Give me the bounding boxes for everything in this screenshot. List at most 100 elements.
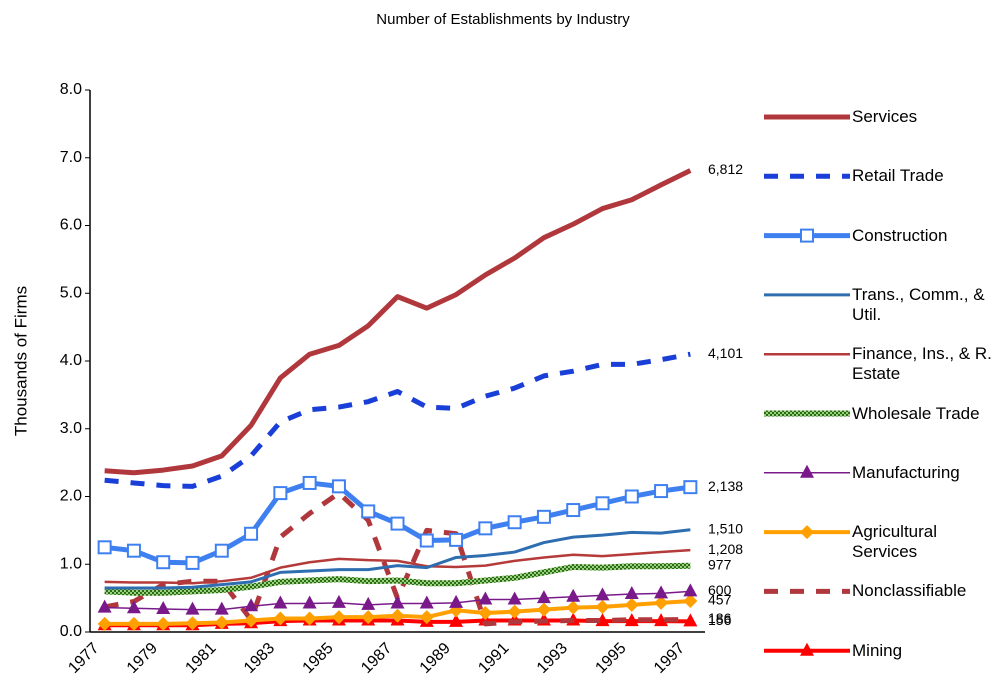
marker bbox=[507, 591, 522, 605]
line bbox=[104, 528, 691, 590]
line bbox=[104, 351, 691, 489]
marker bbox=[800, 464, 814, 478]
marker bbox=[478, 606, 493, 621]
legend-label: Mining bbox=[852, 640, 903, 660]
y-tick-label: 1.0 bbox=[60, 555, 82, 572]
marker bbox=[185, 616, 200, 631]
value-label: 977 bbox=[708, 557, 732, 573]
x-tick-label: 1997 bbox=[651, 640, 688, 677]
marker bbox=[507, 604, 522, 619]
legend-label: Retail Trade bbox=[852, 166, 944, 186]
value-label: 6,812 bbox=[708, 161, 743, 177]
marker bbox=[97, 540, 112, 555]
marker bbox=[449, 594, 464, 608]
value-label: 457 bbox=[708, 592, 732, 608]
marker bbox=[156, 555, 171, 570]
marker bbox=[419, 610, 434, 625]
marker bbox=[185, 601, 200, 615]
marker bbox=[97, 616, 112, 631]
marker bbox=[331, 594, 346, 608]
marker bbox=[361, 610, 376, 625]
line bbox=[104, 168, 692, 476]
marker bbox=[654, 585, 669, 599]
x-tick-label: 1989 bbox=[417, 640, 454, 677]
value-label: 600 bbox=[708, 582, 732, 598]
marker bbox=[624, 489, 639, 504]
marker bbox=[654, 595, 669, 610]
y-tick-label: 7.0 bbox=[60, 149, 82, 166]
marker bbox=[536, 590, 551, 604]
marker bbox=[536, 602, 551, 617]
marker bbox=[595, 587, 610, 601]
marker bbox=[244, 598, 259, 612]
marker bbox=[478, 521, 493, 536]
marker bbox=[214, 601, 229, 615]
legend-label: Trans., Comm., & Util. bbox=[852, 284, 985, 324]
value-label: 1,510 bbox=[708, 520, 743, 536]
marker bbox=[536, 509, 551, 524]
series bbox=[104, 168, 692, 476]
marker bbox=[478, 591, 493, 605]
marker bbox=[566, 503, 581, 518]
value-label: 2,138 bbox=[708, 478, 743, 494]
marker bbox=[449, 613, 464, 627]
marker bbox=[331, 610, 346, 625]
marker bbox=[419, 533, 434, 548]
value-label: 1,208 bbox=[708, 541, 743, 557]
series bbox=[97, 583, 698, 615]
marker bbox=[331, 479, 346, 494]
marker bbox=[800, 228, 814, 243]
marker bbox=[390, 608, 405, 623]
marker bbox=[800, 525, 814, 540]
marker bbox=[624, 613, 639, 627]
marker bbox=[683, 583, 698, 597]
marker bbox=[419, 595, 434, 609]
marker bbox=[273, 486, 288, 501]
legend-label: Agricultural Services bbox=[852, 522, 938, 562]
legend-label: Manufacturing bbox=[852, 462, 960, 482]
marker bbox=[244, 613, 259, 628]
marker bbox=[156, 600, 171, 614]
x-tick-label: 1995 bbox=[592, 640, 629, 677]
marker bbox=[654, 613, 669, 627]
marker bbox=[683, 480, 698, 495]
marker bbox=[361, 504, 376, 519]
marker bbox=[800, 642, 814, 656]
marker bbox=[302, 475, 317, 490]
line bbox=[104, 548, 691, 585]
marker bbox=[654, 484, 669, 499]
marker bbox=[126, 543, 141, 558]
x-tick-label: 1993 bbox=[534, 640, 571, 677]
marker bbox=[566, 588, 581, 602]
marker bbox=[273, 595, 288, 609]
series bbox=[97, 475, 698, 570]
marker bbox=[449, 532, 464, 547]
marker bbox=[566, 600, 581, 615]
value-label: 4,101 bbox=[708, 345, 743, 361]
marker bbox=[390, 516, 405, 531]
x-tick-label: 1987 bbox=[358, 640, 395, 677]
marker bbox=[244, 526, 259, 541]
series bbox=[104, 562, 691, 596]
legend-label: Wholesale Trade bbox=[852, 403, 980, 423]
marker bbox=[624, 597, 639, 612]
series bbox=[104, 548, 691, 585]
x-tick-label: 1977 bbox=[65, 640, 102, 677]
marker bbox=[126, 600, 141, 614]
y-tick-label: 2.0 bbox=[60, 488, 82, 505]
marker bbox=[126, 616, 141, 631]
y-axis-label: Thousands of Firms bbox=[11, 286, 30, 436]
x-tick-label: 1981 bbox=[182, 640, 219, 677]
x-tick-label: 1979 bbox=[124, 640, 161, 677]
marker bbox=[97, 599, 112, 613]
legend-label: Services bbox=[852, 107, 918, 126]
marker bbox=[185, 555, 200, 570]
y-tick-label: 5.0 bbox=[60, 284, 82, 301]
marker bbox=[507, 515, 522, 530]
y-tick-label: 6.0 bbox=[60, 217, 82, 234]
marker bbox=[595, 599, 610, 614]
y-tick-label: 3.0 bbox=[60, 420, 82, 437]
legend-label: Construction bbox=[852, 225, 948, 245]
